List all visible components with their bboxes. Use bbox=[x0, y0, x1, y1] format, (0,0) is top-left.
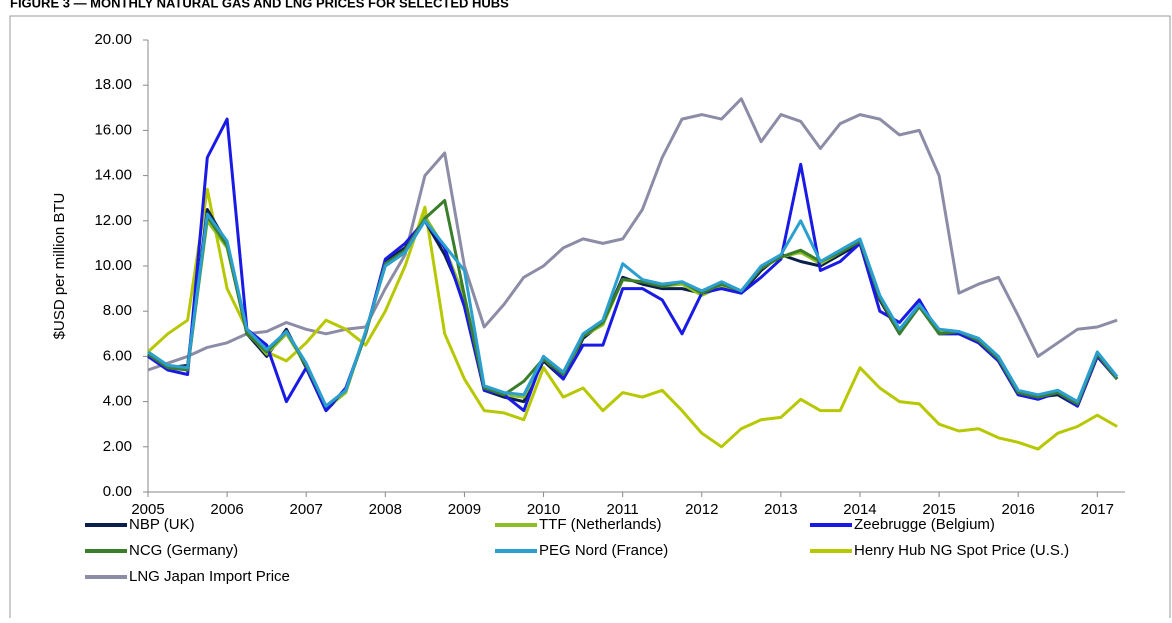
x-tick-label: 2007 bbox=[290, 501, 323, 518]
frame bbox=[9, 15, 1171, 623]
y-tick-label: 14.00 bbox=[94, 167, 132, 184]
y-tick-label: 4.00 bbox=[103, 393, 132, 410]
x-tick-label: 2005 bbox=[131, 501, 164, 518]
y-tick-label: 2.00 bbox=[103, 438, 132, 455]
x-tick-label: 2006 bbox=[210, 501, 243, 518]
x-tick-label: 2016 bbox=[1002, 501, 1035, 518]
x-tick-label: 2015 bbox=[922, 501, 955, 518]
series-line bbox=[147, 199, 1119, 408]
y-axis-label: $USD per million BTU bbox=[51, 193, 68, 340]
y-tick-label: 20.00 bbox=[94, 31, 132, 48]
legend-label: NCG (Germany) bbox=[129, 542, 238, 559]
x-tick-label: 2012 bbox=[685, 501, 718, 518]
x-tick-label: 2008 bbox=[369, 501, 402, 518]
y-tick-label: 8.00 bbox=[103, 302, 132, 319]
y-tick-label: 6.00 bbox=[103, 347, 132, 364]
series-line bbox=[147, 117, 1119, 413]
x-tick-label: 2011 bbox=[607, 501, 639, 518]
series-line bbox=[147, 208, 1119, 413]
x-tick-label: 2010 bbox=[527, 501, 560, 518]
y-tick-label: 18.00 bbox=[94, 76, 132, 93]
legend-label: Zeebrugge (Belgium) bbox=[854, 516, 995, 533]
y-tick-label: 10.00 bbox=[94, 257, 132, 274]
x-tick-label: 2014 bbox=[843, 501, 876, 518]
x-tick-label: 2013 bbox=[764, 501, 797, 518]
x-tick-label: 2009 bbox=[448, 501, 481, 518]
series-line bbox=[147, 212, 1119, 408]
y-tick-label: 0.00 bbox=[103, 483, 132, 500]
legend-label: NBP (UK) bbox=[129, 516, 195, 533]
series-line bbox=[147, 97, 1118, 372]
y-tick-label: 16.00 bbox=[94, 121, 132, 138]
legend-label: LNG Japan Import Price bbox=[129, 568, 290, 585]
y-tick-label: 12.00 bbox=[94, 212, 132, 229]
chart-title: FIGURE 3 — MONTHLY NATURAL GAS AND LNG P… bbox=[10, 0, 509, 10]
x-tick-label: 2017 bbox=[1081, 501, 1114, 518]
legend-label: TTF (Netherlands) bbox=[539, 516, 662, 533]
series-line bbox=[146, 187, 1118, 451]
legend-label: PEG Nord (France) bbox=[539, 542, 668, 559]
legend-label: Henry Hub NG Spot Price (U.S.) bbox=[854, 542, 1069, 559]
series-line bbox=[147, 214, 1119, 410]
